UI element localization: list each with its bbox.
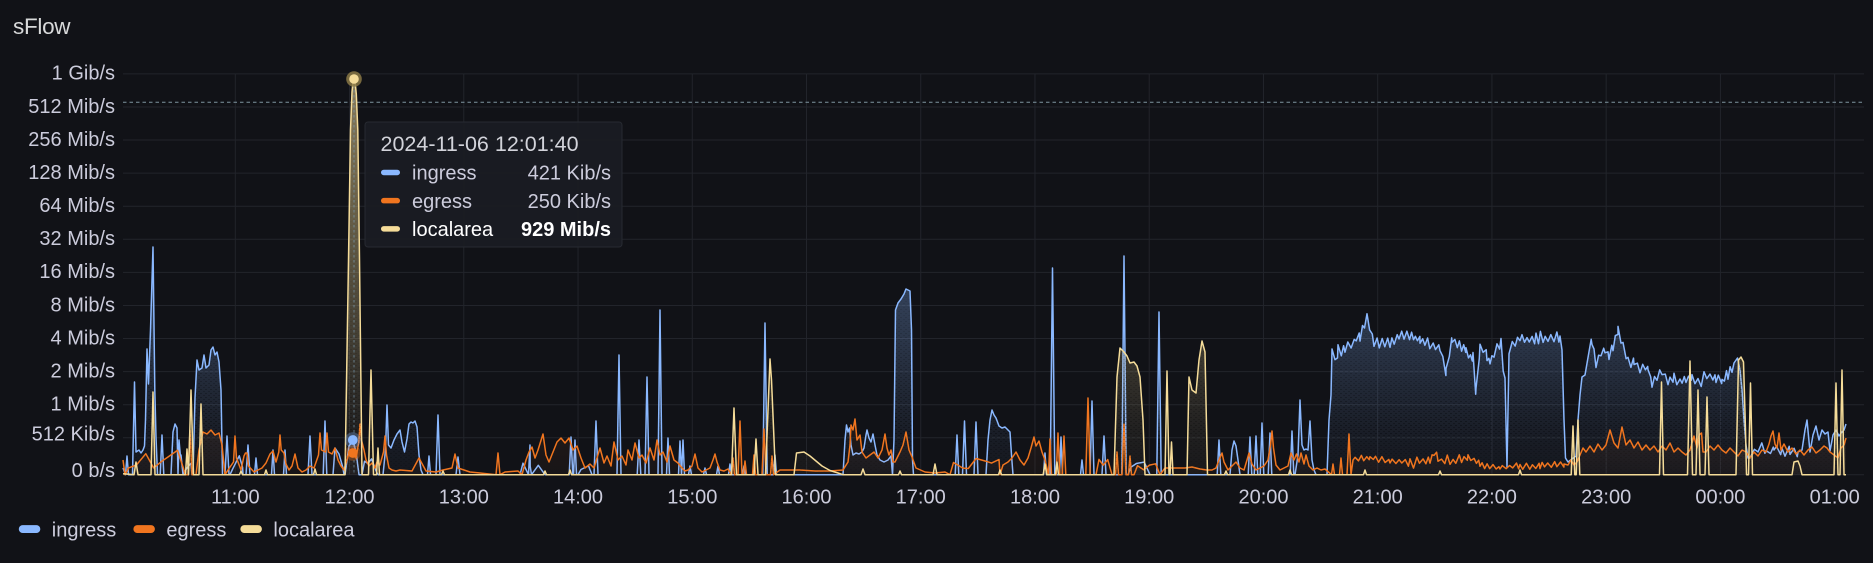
svg-text:2 Mib/s: 2 Mib/s <box>51 360 115 382</box>
svg-text:1 Mib/s: 1 Mib/s <box>51 394 115 416</box>
svg-text:localarea: localarea <box>273 519 355 541</box>
svg-text:19:00: 19:00 <box>1124 487 1174 509</box>
svg-text:egress: egress <box>412 191 472 213</box>
svg-text:128 Mib/s: 128 Mib/s <box>28 162 115 184</box>
svg-text:1 Gib/s: 1 Gib/s <box>52 63 115 85</box>
svg-text:512 Kib/s: 512 Kib/s <box>32 424 115 446</box>
svg-text:929 Mib/s: 929 Mib/s <box>521 219 611 241</box>
svg-text:0 b/s: 0 b/s <box>72 460 115 482</box>
svg-text:256 Mib/s: 256 Mib/s <box>28 129 115 151</box>
svg-text:15:00: 15:00 <box>667 487 717 509</box>
svg-text:egress: egress <box>166 519 226 541</box>
svg-text:18:00: 18:00 <box>1010 487 1060 509</box>
svg-text:2024-11-06 12:01:40: 2024-11-06 12:01:40 <box>381 132 579 156</box>
svg-text:421 Kib/s: 421 Kib/s <box>528 163 611 185</box>
svg-text:64 Mib/s: 64 Mib/s <box>39 195 115 217</box>
svg-text:sFlow: sFlow <box>13 14 71 39</box>
svg-text:00:00: 00:00 <box>1695 487 1745 509</box>
svg-text:20:00: 20:00 <box>1238 487 1288 509</box>
svg-text:22:00: 22:00 <box>1467 487 1517 509</box>
svg-text:21:00: 21:00 <box>1353 487 1403 509</box>
svg-text:16:00: 16:00 <box>781 487 831 509</box>
svg-text:23:00: 23:00 <box>1581 487 1631 509</box>
svg-text:8 Mib/s: 8 Mib/s <box>51 294 115 316</box>
svg-text:13:00: 13:00 <box>439 487 489 509</box>
svg-text:4 Mib/s: 4 Mib/s <box>51 327 115 349</box>
svg-text:12:00: 12:00 <box>324 487 374 509</box>
svg-text:17:00: 17:00 <box>896 487 946 509</box>
svg-text:250 Kib/s: 250 Kib/s <box>528 191 611 213</box>
svg-text:32 Mib/s: 32 Mib/s <box>39 228 115 250</box>
svg-text:ingress: ingress <box>412 163 476 185</box>
svg-text:16 Mib/s: 16 Mib/s <box>39 261 115 283</box>
svg-text:localarea: localarea <box>412 219 494 241</box>
svg-text:11:00: 11:00 <box>211 487 260 509</box>
svg-text:ingress: ingress <box>52 519 116 541</box>
svg-text:01:00: 01:00 <box>1810 487 1860 509</box>
svg-text:512 Mib/s: 512 Mib/s <box>28 96 115 118</box>
svg-text:14:00: 14:00 <box>553 487 603 509</box>
